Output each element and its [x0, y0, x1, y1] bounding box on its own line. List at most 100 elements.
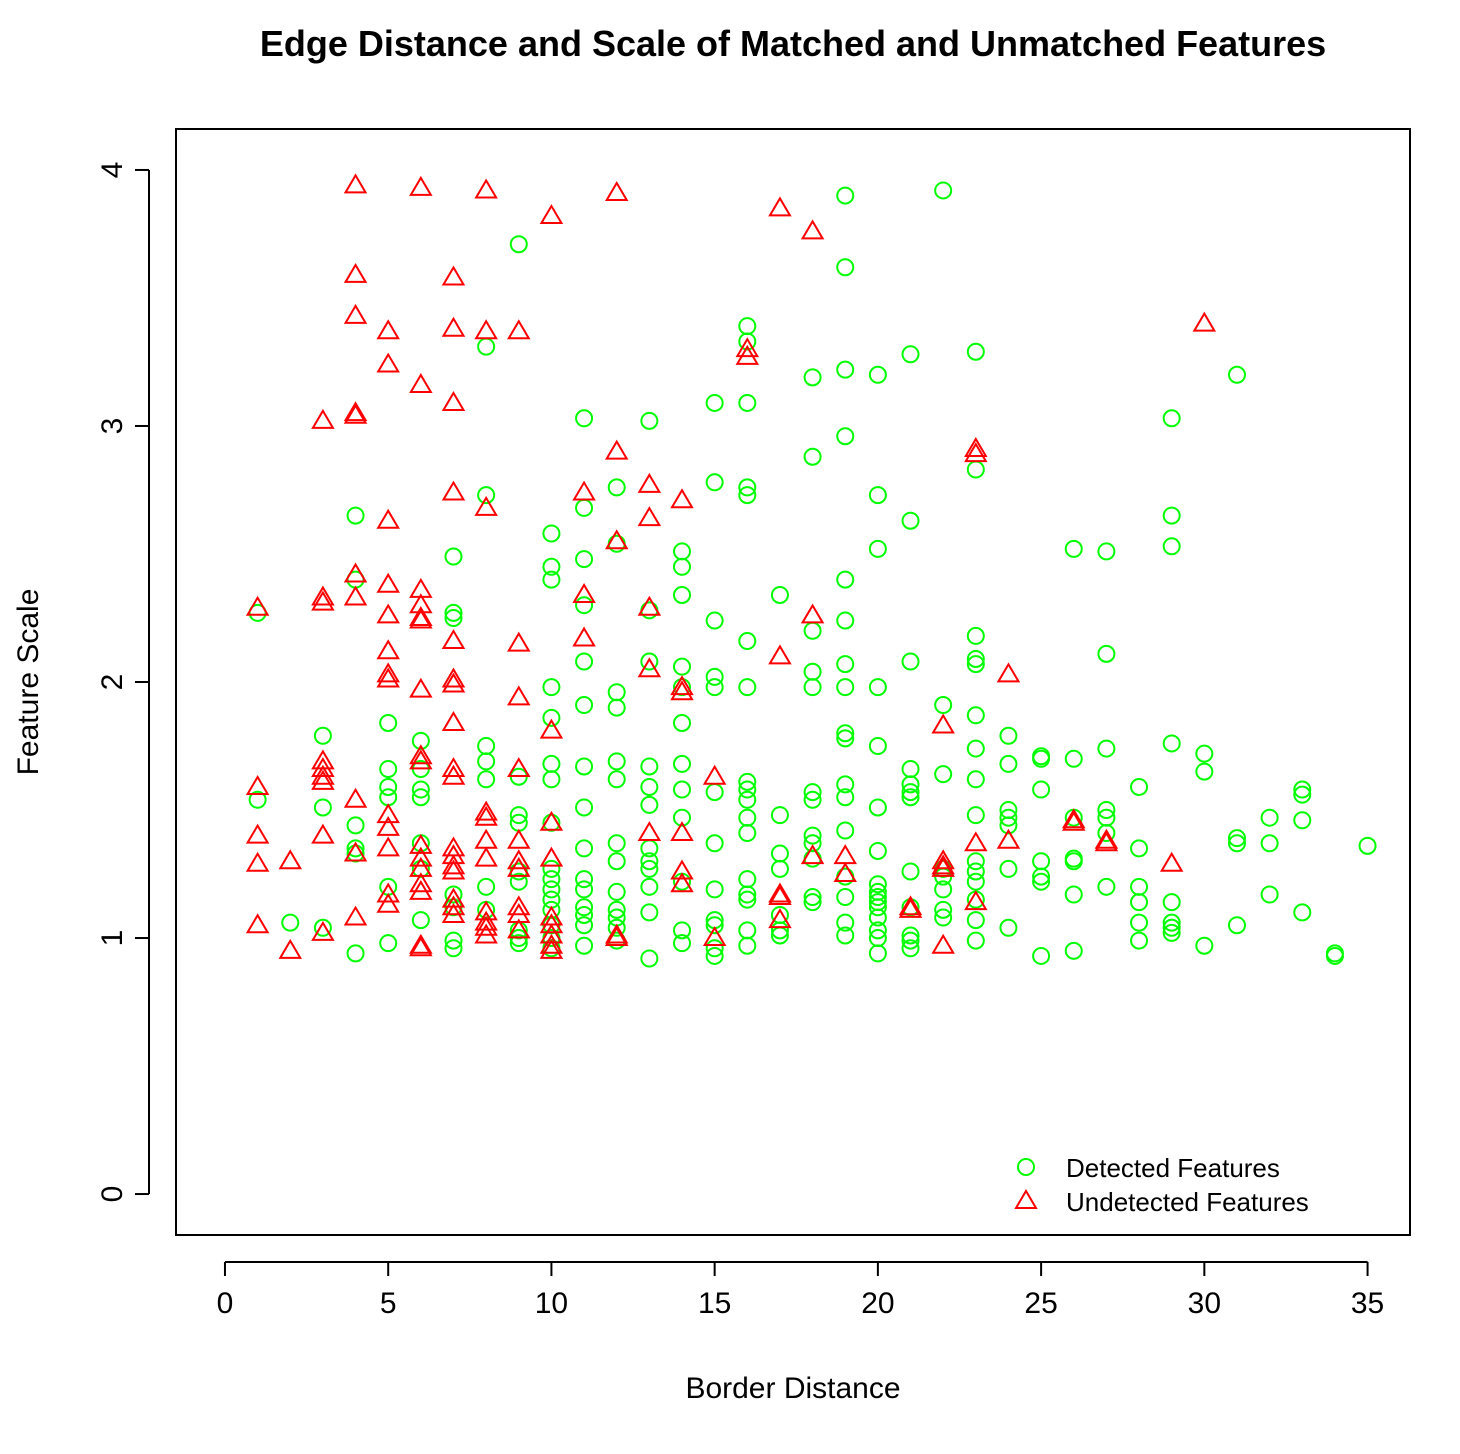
undetected-point	[311, 585, 335, 606]
undetected-point	[964, 831, 988, 852]
detected-point	[673, 921, 692, 940]
detected-point	[705, 834, 724, 853]
undetected-point	[931, 713, 955, 734]
undetected-point	[376, 319, 400, 340]
detected-point	[803, 678, 822, 697]
detected-point	[1130, 893, 1149, 912]
legend-detected-marker	[1017, 1158, 1035, 1176]
detected-point	[1130, 877, 1149, 896]
detected-point	[1195, 936, 1214, 955]
undetected-point	[637, 821, 662, 842]
detected-point	[1064, 539, 1083, 558]
undetected-point	[441, 629, 466, 650]
detected-point	[705, 667, 724, 686]
undetected-point	[1094, 828, 1119, 849]
detected-point	[1064, 941, 1083, 960]
detected-point	[1227, 829, 1246, 848]
legend-circle-marker	[1017, 1158, 1035, 1176]
undetected-point	[800, 603, 825, 624]
y-tick-label: 0	[96, 1186, 129, 1203]
undetected-point	[311, 823, 335, 844]
detected-point	[1032, 749, 1051, 768]
detected-point	[444, 931, 463, 950]
detected-point	[640, 777, 659, 796]
x-axis-label: Border Distance	[685, 1372, 900, 1405]
undetected-point	[474, 846, 498, 867]
detected-point	[477, 486, 496, 505]
undetected-point	[441, 265, 466, 286]
detected-point	[738, 870, 757, 889]
detected-point	[575, 696, 594, 715]
detected-point	[999, 918, 1018, 937]
detected-point	[607, 698, 626, 717]
undetected-point	[996, 828, 1021, 849]
undetected-point	[245, 823, 270, 844]
detected-point	[999, 754, 1018, 773]
undetected-point	[441, 710, 466, 731]
undetected-point	[507, 685, 531, 706]
undetected-point	[376, 352, 400, 373]
undetected-point	[409, 744, 433, 765]
detected-point	[836, 913, 855, 932]
detected-point	[542, 870, 561, 889]
undetected-point	[441, 672, 466, 693]
detected-point	[901, 511, 920, 530]
detected-point	[1162, 893, 1181, 912]
detected-point	[1260, 885, 1279, 904]
detected-point	[640, 903, 659, 922]
detected-point	[1227, 365, 1246, 384]
undetected-point	[996, 662, 1021, 683]
detected-point	[607, 478, 626, 497]
detected-point	[313, 918, 332, 937]
detected-point	[868, 908, 887, 927]
detected-point	[444, 547, 463, 566]
detected-point	[738, 780, 757, 799]
detected-point	[607, 918, 626, 937]
detected-point	[477, 770, 496, 789]
undetected-point	[376, 572, 400, 593]
detected-point	[640, 949, 659, 968]
detected-point	[281, 913, 300, 932]
detected-point	[509, 235, 528, 254]
undetected-point	[670, 488, 694, 509]
detected-point	[1097, 739, 1116, 758]
detected-point	[607, 852, 626, 871]
detected-point	[901, 939, 920, 958]
undetected-point	[441, 903, 466, 923]
detected-point	[868, 875, 887, 894]
undetected-point	[441, 390, 466, 411]
detected-point	[1097, 877, 1116, 896]
undetected-point	[376, 662, 400, 683]
detected-point	[738, 936, 757, 955]
detected-point	[542, 524, 561, 543]
undetected-point	[474, 915, 498, 936]
detected-point	[966, 852, 985, 871]
detected-point	[770, 859, 789, 878]
detected-point	[542, 859, 561, 878]
detected-point	[673, 557, 692, 576]
detected-point	[607, 900, 626, 919]
undetected-point	[539, 718, 564, 739]
undetected-point	[343, 905, 368, 926]
detected-point	[738, 393, 757, 412]
detected-point	[1293, 780, 1312, 799]
detected-point	[1130, 839, 1149, 858]
detected-point	[934, 696, 953, 715]
undetected-point	[833, 844, 857, 865]
detected-point	[575, 757, 594, 776]
undetected-point	[409, 749, 433, 770]
undetected-point	[1094, 831, 1119, 852]
undetected-point	[931, 849, 955, 870]
undetected-point	[931, 854, 955, 875]
detected-point	[836, 821, 855, 840]
undetected-point	[278, 938, 303, 959]
detected-point	[1097, 801, 1116, 820]
detected-point	[346, 944, 365, 963]
detected-point	[379, 760, 398, 779]
undetected-point	[311, 920, 335, 941]
detected-point	[1260, 834, 1279, 853]
undetected-point	[409, 606, 433, 626]
undetected-point	[245, 851, 270, 872]
undetected-point	[800, 844, 825, 865]
